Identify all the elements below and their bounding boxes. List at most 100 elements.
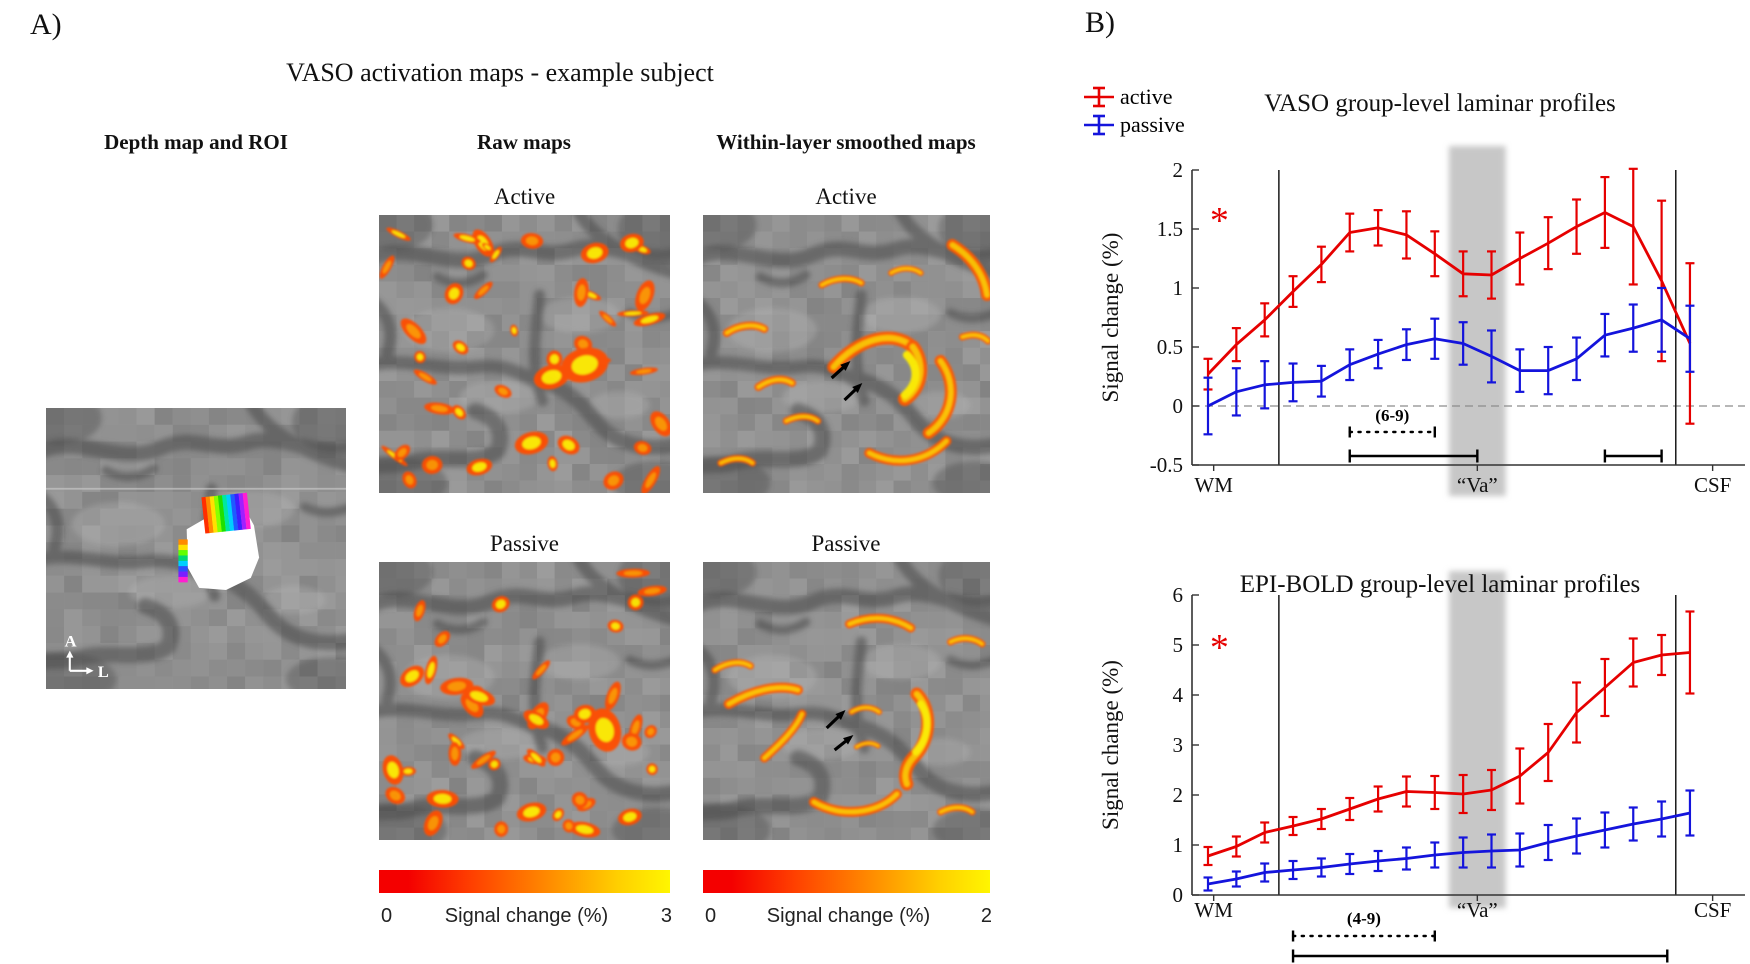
legend-label-passive: passive <box>1120 112 1185 137</box>
chart-legend: active passive <box>1082 84 1185 138</box>
svg-text:WM: WM <box>1194 898 1233 922</box>
svg-text:0: 0 <box>1173 394 1184 418</box>
vaso-laminar-chart: -0.5 0 0.5 1 1.5 2 WM “Va” CSF Signal change (%) *… <box>1098 146 1745 497</box>
active-line <box>1207 651 1691 858</box>
svg-text:1: 1 <box>1173 276 1184 300</box>
svg-text:2: 2 <box>1173 783 1184 807</box>
svg-text:“Va”: “Va” <box>1457 473 1498 497</box>
column-header-depth-roi: Depth map and ROI <box>104 130 288 154</box>
rainbow-depth-stripes-left <box>178 539 188 583</box>
svg-text:6: 6 <box>1173 583 1184 607</box>
raw-active-map-image <box>379 215 670 493</box>
colorbar-min-value: 0 <box>381 905 393 927</box>
legend-item-passive: passive <box>1082 112 1185 138</box>
stat-bracket-solid <box>1291 949 1669 963</box>
svg-text:0.5: 0.5 <box>1157 335 1183 359</box>
epi-bold-laminar-chart: 0 1 2 3 4 5 6 WM “Va” CSF Signal change (%) * (4-9) <box>1098 571 1745 963</box>
stat-bracket-dotted: (6-9) <box>1348 406 1436 438</box>
colorbar-label: Signal change (%) <box>444 905 609 927</box>
epi-bold-chart-title: EPI-BOLD group-level laminar profiles <box>1239 571 1641 598</box>
errorbar-icon <box>1084 86 1114 108</box>
colorbar-max-value: 3 <box>660 905 672 927</box>
va-band <box>1448 571 1506 908</box>
bracket-label: (6-9) <box>1375 406 1409 425</box>
map-label-raw-passive: Passive <box>490 531 559 556</box>
svg-text:1: 1 <box>1173 833 1184 857</box>
svg-text:WM: WM <box>1194 473 1233 497</box>
activation-blobs <box>379 227 670 493</box>
stat-bracket-solid <box>1348 449 1479 463</box>
sulci-pattern <box>379 562 670 821</box>
legend-item-active: active <box>1082 84 1185 110</box>
legend-label-active: active <box>1120 84 1173 109</box>
smoothed-active-map-image <box>703 215 990 493</box>
rainbow-depth-stripes-top <box>201 492 251 534</box>
panel-a-title: VASO activation maps - example subject <box>286 58 714 87</box>
map-label-smoothed-passive: Passive <box>811 531 881 556</box>
column-header-smoothed-maps: Within-layer smoothed maps <box>716 130 976 154</box>
svg-text:3: 3 <box>1173 733 1184 757</box>
panel-b-label: B) <box>1085 6 1115 39</box>
colorbar-label: Signal change (%) <box>766 905 931 927</box>
colorbar-smoothed <box>703 870 990 893</box>
roi-overlay <box>186 512 260 590</box>
passive-error-bars <box>1203 286 1695 436</box>
x-tick-labels: WM “Va” CSF <box>1194 465 1731 497</box>
y-axis-label: Signal change (%) <box>1098 660 1123 830</box>
y-tick-labels: 0 1 2 3 4 5 6 <box>1173 583 1199 907</box>
series-active <box>1203 610 1695 867</box>
colorbar-smoothed-labels: 0 Signal change (%) 2 <box>703 905 996 928</box>
colorbar-raw <box>379 870 670 893</box>
svg-text:0: 0 <box>1173 883 1184 907</box>
svg-text:1.5: 1.5 <box>1157 217 1183 241</box>
depth-map-roi-image: AL <box>46 408 346 689</box>
sulci-pattern <box>379 215 670 474</box>
y-tick-labels: -0.5 0 0.5 1 1.5 2 <box>1150 158 1199 477</box>
active-error-bars <box>1203 167 1695 425</box>
errorbar-icon <box>1084 114 1114 136</box>
stat-bracket-dotted: (4-9) <box>1291 909 1436 942</box>
svg-text:“Va”: “Va” <box>1457 898 1498 922</box>
svg-text:-0.5: -0.5 <box>1150 453 1183 477</box>
layer-smoothed-activation <box>711 613 986 817</box>
active-line <box>1206 211 1692 376</box>
passive-line <box>1207 811 1691 886</box>
layer-smoothed-activation <box>717 239 990 467</box>
y-axis-label: Signal change (%) <box>1098 233 1123 403</box>
orientation-marker: AL <box>65 632 109 681</box>
series-passive <box>1203 789 1695 892</box>
map-label-raw-active: Active <box>493 184 556 209</box>
bracket-label: (4-9) <box>1347 909 1381 928</box>
vaso-chart-title: VASO group-level laminar profiles <box>1264 90 1616 117</box>
passive-line <box>1207 318 1691 408</box>
raw-passive-map-image <box>379 562 670 840</box>
va-band <box>1448 146 1506 496</box>
column-header-raw-maps: Raw maps <box>477 130 571 154</box>
active-error-bars <box>1203 610 1695 867</box>
annotation-arrows <box>830 361 863 402</box>
passive-error-bars <box>1203 789 1695 892</box>
x-tick-labels: WM “Va” CSF <box>1194 895 1731 922</box>
series-passive <box>1203 286 1695 436</box>
annotation-arrows <box>825 710 854 752</box>
svg-text:4: 4 <box>1173 683 1184 707</box>
panel-a-label: A) <box>30 8 62 41</box>
slice-seam-line <box>46 487 346 490</box>
series-active <box>1203 167 1695 425</box>
svg-text:CSF: CSF <box>1694 898 1731 922</box>
colorbar-raw-labels: 0 Signal change (%) 3 <box>379 905 676 928</box>
activation-blobs <box>382 568 667 838</box>
svg-text:5: 5 <box>1173 633 1184 657</box>
map-label-smoothed-active: Active <box>815 184 877 209</box>
svg-text:2: 2 <box>1173 158 1184 182</box>
orientation-anterior-label: A <box>65 632 77 651</box>
svg-text:CSF: CSF <box>1694 473 1731 497</box>
significance-asterisk: * <box>1210 200 1229 242</box>
colorbar-max-value: 2 <box>980 905 992 927</box>
orientation-left-label: L <box>98 662 109 681</box>
colorbar-min-value: 0 <box>705 905 717 927</box>
stat-bracket-solid <box>1603 449 1663 463</box>
smoothed-passive-map-image <box>703 562 990 840</box>
significance-asterisk: * <box>1210 627 1229 669</box>
